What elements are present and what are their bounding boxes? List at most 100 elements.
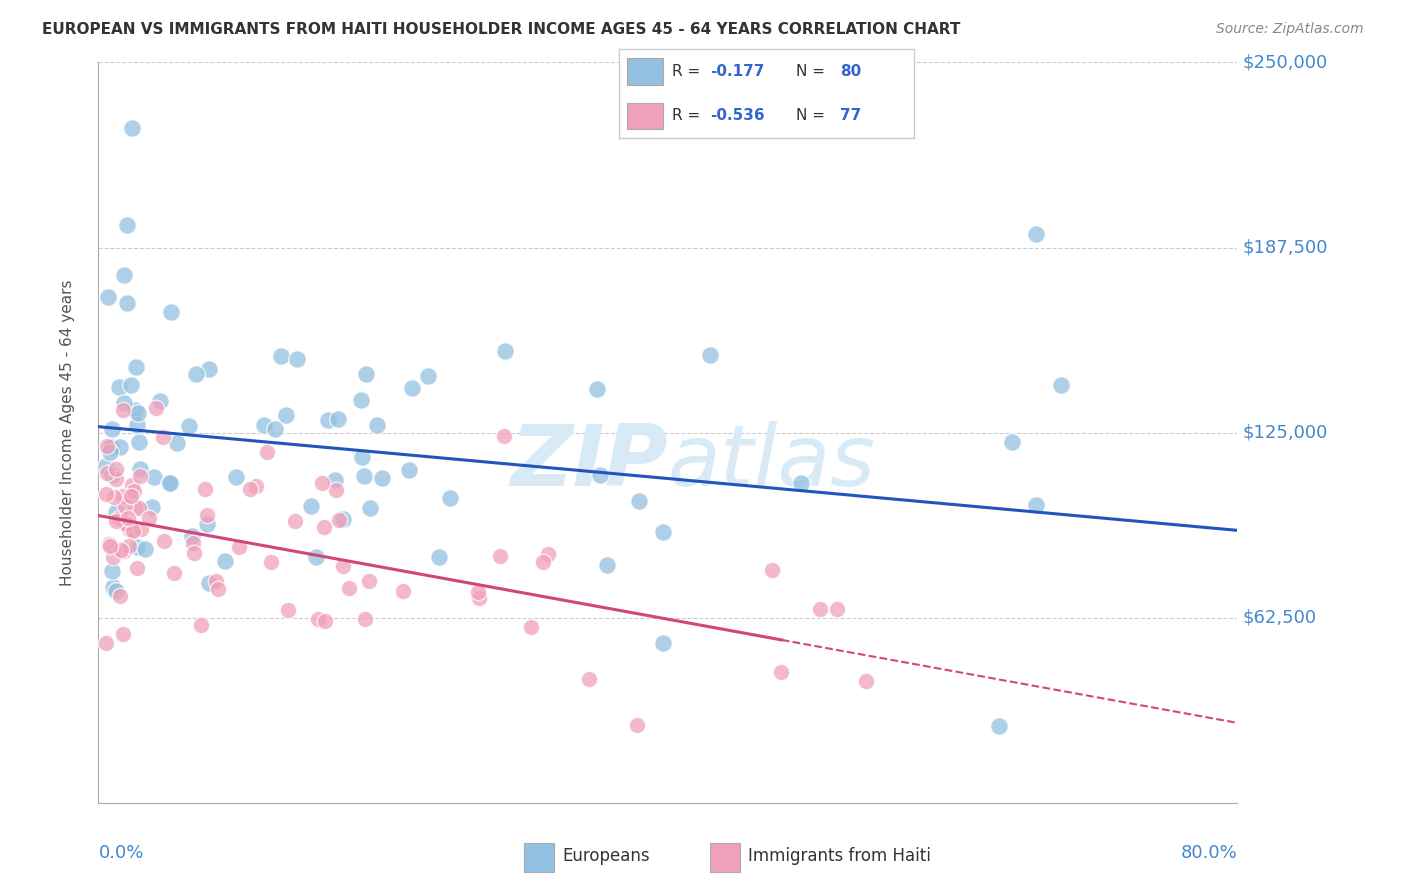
Point bbox=[114, 517, 136, 532]
Point bbox=[427, 549, 450, 564]
Point bbox=[181, 535, 204, 549]
Point bbox=[105, 471, 128, 485]
Point bbox=[205, 574, 228, 588]
Point bbox=[96, 487, 118, 501]
Point bbox=[110, 543, 132, 558]
Point bbox=[101, 580, 124, 594]
Point bbox=[145, 401, 167, 416]
Text: $250,000: $250,000 bbox=[1243, 54, 1329, 71]
Point bbox=[354, 612, 377, 626]
FancyBboxPatch shape bbox=[627, 103, 664, 129]
Point bbox=[184, 368, 207, 382]
Point bbox=[1050, 377, 1073, 392]
Point bbox=[1025, 498, 1047, 512]
Point bbox=[141, 500, 163, 514]
Point bbox=[100, 440, 122, 454]
Point bbox=[596, 558, 619, 572]
Point bbox=[325, 483, 347, 498]
Point bbox=[356, 367, 378, 381]
Point bbox=[110, 441, 132, 455]
Point bbox=[124, 500, 146, 514]
Point bbox=[652, 524, 675, 539]
Point bbox=[112, 396, 135, 410]
Point bbox=[157, 475, 180, 490]
Point bbox=[264, 421, 287, 435]
Point bbox=[651, 636, 673, 650]
Point bbox=[104, 462, 127, 476]
Point bbox=[117, 511, 139, 525]
Text: $187,500: $187,500 bbox=[1243, 238, 1329, 257]
Point bbox=[112, 489, 135, 503]
Point bbox=[825, 601, 848, 615]
Point bbox=[124, 524, 146, 538]
Point bbox=[245, 479, 267, 493]
Point bbox=[299, 499, 322, 513]
Point bbox=[323, 473, 346, 487]
Point bbox=[401, 381, 423, 395]
Point bbox=[160, 305, 183, 319]
Point bbox=[153, 533, 176, 548]
Point bbox=[112, 268, 135, 283]
Point bbox=[416, 368, 439, 383]
Point bbox=[277, 603, 299, 617]
Point bbox=[134, 542, 156, 557]
Point bbox=[790, 475, 813, 490]
Point bbox=[586, 382, 609, 396]
Point bbox=[770, 665, 793, 680]
Point bbox=[112, 627, 135, 641]
Text: R =: R = bbox=[672, 109, 704, 123]
Point bbox=[166, 436, 188, 450]
Point bbox=[359, 500, 381, 515]
Point bbox=[328, 411, 350, 425]
Text: $125,000: $125,000 bbox=[1243, 424, 1329, 442]
Point bbox=[305, 549, 328, 564]
Point bbox=[97, 289, 120, 303]
Point bbox=[214, 554, 236, 568]
Point bbox=[100, 440, 122, 454]
Point bbox=[239, 482, 262, 496]
Point bbox=[198, 576, 221, 591]
Point bbox=[101, 550, 124, 565]
Point bbox=[350, 392, 373, 407]
Point bbox=[183, 546, 205, 560]
Point bbox=[104, 514, 127, 528]
Point bbox=[855, 674, 877, 689]
Point bbox=[96, 458, 118, 473]
Point bbox=[121, 120, 143, 135]
Point bbox=[489, 549, 512, 563]
Text: R =: R = bbox=[672, 64, 704, 78]
Point bbox=[520, 620, 543, 634]
Point bbox=[98, 539, 121, 553]
Point bbox=[190, 618, 212, 632]
Point bbox=[159, 476, 181, 491]
Point bbox=[111, 403, 134, 417]
Point bbox=[128, 501, 150, 516]
FancyBboxPatch shape bbox=[710, 843, 741, 872]
Point bbox=[626, 718, 648, 732]
Point bbox=[115, 517, 138, 532]
Point bbox=[260, 555, 283, 569]
Text: Source: ZipAtlas.com: Source: ZipAtlas.com bbox=[1216, 22, 1364, 37]
Point bbox=[115, 296, 138, 310]
Point bbox=[118, 522, 141, 536]
Point bbox=[392, 584, 415, 599]
Text: 80.0%: 80.0% bbox=[1181, 844, 1237, 862]
Point bbox=[252, 418, 274, 433]
Point bbox=[256, 445, 278, 459]
Point bbox=[370, 471, 392, 485]
Point bbox=[276, 409, 298, 423]
Text: -0.536: -0.536 bbox=[710, 109, 765, 123]
Point bbox=[537, 547, 560, 561]
Point bbox=[531, 555, 554, 569]
Point bbox=[149, 394, 172, 409]
Point bbox=[124, 403, 146, 417]
Point bbox=[143, 470, 166, 484]
Point bbox=[152, 430, 174, 444]
Point bbox=[96, 439, 118, 453]
Point bbox=[337, 581, 360, 595]
Point bbox=[197, 361, 219, 376]
Point bbox=[114, 500, 136, 514]
Point bbox=[808, 602, 831, 616]
Point bbox=[127, 406, 149, 420]
Point bbox=[104, 583, 127, 598]
